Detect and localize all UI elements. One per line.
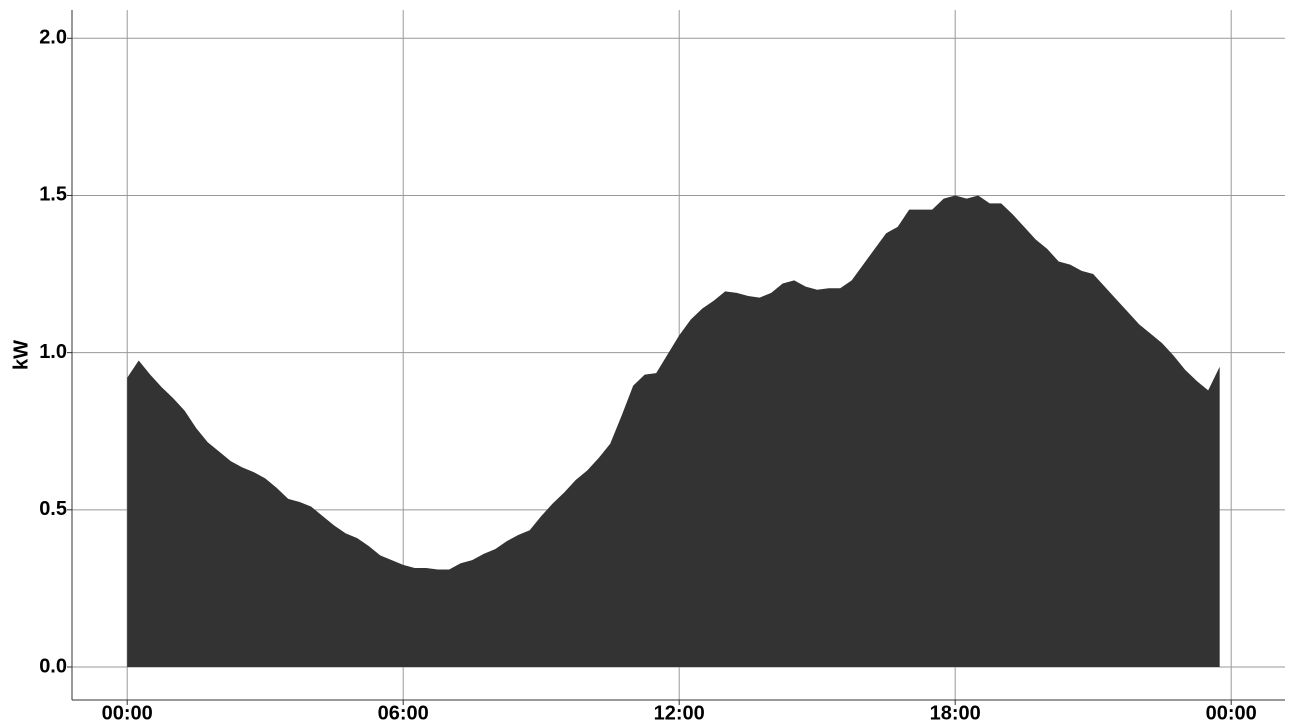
x-tick-label: 06:00 (378, 702, 429, 724)
x-tick-label: 00:00 (1206, 702, 1257, 724)
y-tick-label: 0.0 (39, 655, 67, 677)
y-tick-label: 2.0 (39, 27, 67, 49)
area (127, 195, 1220, 667)
x-tick-label: 18:00 (930, 702, 981, 724)
x-tick-label: 00:00 (102, 702, 153, 724)
x-tick-label: 12:00 (654, 702, 705, 724)
y-tick-label: 1.5 (39, 184, 67, 206)
y-axis-label: kW (10, 340, 32, 370)
y-tick-label: 1.0 (39, 341, 67, 363)
y-tick-label: 0.5 (39, 498, 67, 520)
